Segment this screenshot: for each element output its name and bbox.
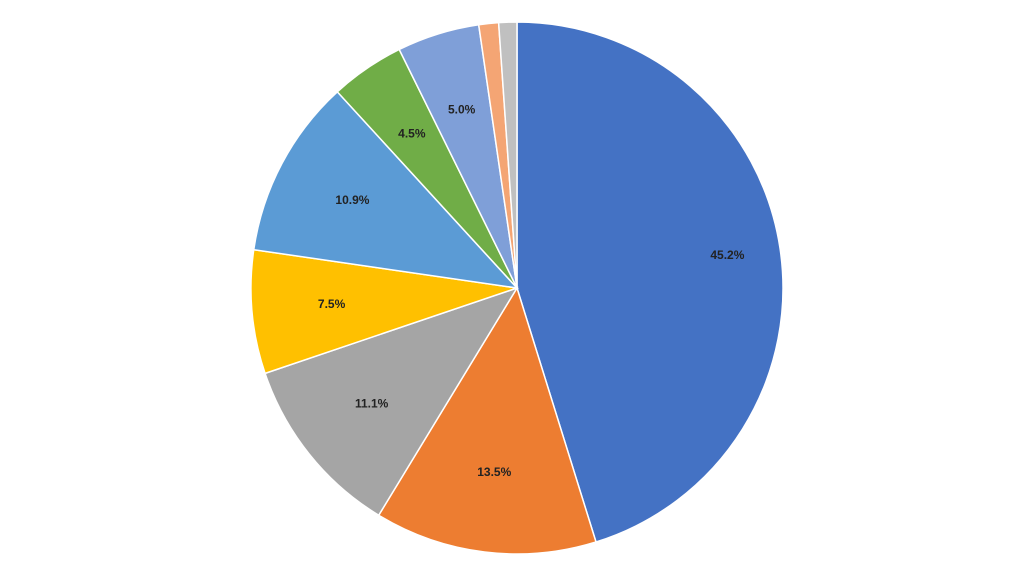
data-label: 13.5% bbox=[477, 465, 511, 479]
data-label: 11.1% bbox=[355, 397, 389, 411]
data-label: 10.9% bbox=[335, 193, 369, 207]
pie-slice bbox=[377, 286, 597, 555]
data-label: 4.5% bbox=[398, 126, 426, 140]
pie-slice bbox=[264, 286, 519, 517]
pie-slice bbox=[252, 90, 519, 290]
data-label: 5.0% bbox=[448, 102, 476, 116]
pie-slice bbox=[497, 21, 518, 289]
data-label: 45.2% bbox=[710, 248, 744, 262]
data-label: 7.5% bbox=[318, 297, 346, 311]
pie-slice bbox=[516, 21, 784, 543]
pie-slice bbox=[250, 248, 518, 375]
